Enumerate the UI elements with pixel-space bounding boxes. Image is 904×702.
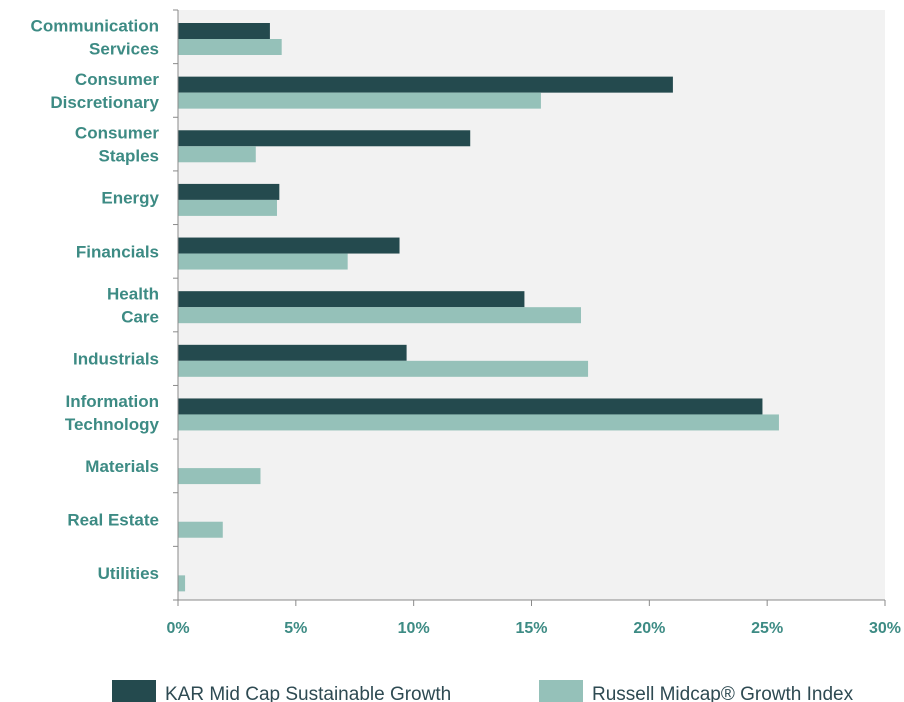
x-tick-label: 5%	[284, 620, 307, 637]
bar-russell-6	[178, 360, 589, 377]
category-label-5: Health Care	[107, 285, 159, 327]
category-label-7: Information Technology	[65, 392, 160, 434]
bar-kar-0	[178, 23, 270, 39]
bar-group	[178, 23, 779, 592]
bar-kar-1	[178, 76, 673, 93]
legend-label-1: Russell Midcap® Growth Index	[592, 684, 854, 702]
bar-kar-3	[178, 183, 280, 200]
category-label-6: Industrials	[73, 350, 159, 369]
legend-swatch-1	[539, 680, 583, 702]
category-label-0: Communication Services	[31, 16, 159, 58]
category-label-10: Utilities	[98, 564, 159, 583]
axes	[173, 9, 886, 606]
category-label-9: Real Estate	[67, 511, 159, 530]
x-tick-label: 25%	[751, 620, 783, 637]
bar-kar-5	[178, 291, 525, 308]
bar-russell-7	[178, 414, 779, 431]
category-label-1: Consumer Discretionary	[50, 70, 159, 112]
x-tick-label: 30%	[869, 620, 901, 637]
bar-kar-2	[178, 130, 471, 147]
x-tick-labels: 0% 5% 10% 15% 20% 25% 30%	[166, 620, 901, 637]
x-tick-label: 20%	[633, 620, 665, 637]
bar-russell-2	[178, 146, 256, 163]
bar-russell-10	[178, 575, 186, 592]
x-tick-label: 15%	[515, 620, 547, 637]
legend-label-0: KAR Mid Cap Sustainable Growth	[165, 684, 451, 702]
bar-russell-3	[178, 199, 277, 216]
bar-kar-6	[178, 344, 407, 361]
x-tick-label: 10%	[398, 620, 430, 637]
bar-russell-4	[178, 253, 348, 270]
bar-russell-9	[178, 521, 223, 538]
legend-swatch-0	[112, 680, 156, 702]
category-label-8: Materials	[85, 457, 159, 476]
category-label-4: Financials	[76, 242, 159, 261]
bar-kar-7	[178, 398, 763, 415]
bar-russell-0	[178, 39, 282, 55]
x-tick-label: 0%	[166, 620, 189, 637]
bar-russell-1	[178, 92, 541, 109]
category-label-2: Consumer Staples	[75, 124, 159, 166]
bar-kar-4	[178, 237, 400, 254]
category-labels: Communication Services Consumer Discretiona…	[31, 16, 160, 583]
legend: KAR Mid Cap Sustainable Growth Russell Mi…	[112, 680, 854, 702]
category-label-3: Energy	[101, 189, 159, 208]
bar-russell-5	[178, 307, 581, 324]
bar-russell-8	[178, 468, 261, 485]
